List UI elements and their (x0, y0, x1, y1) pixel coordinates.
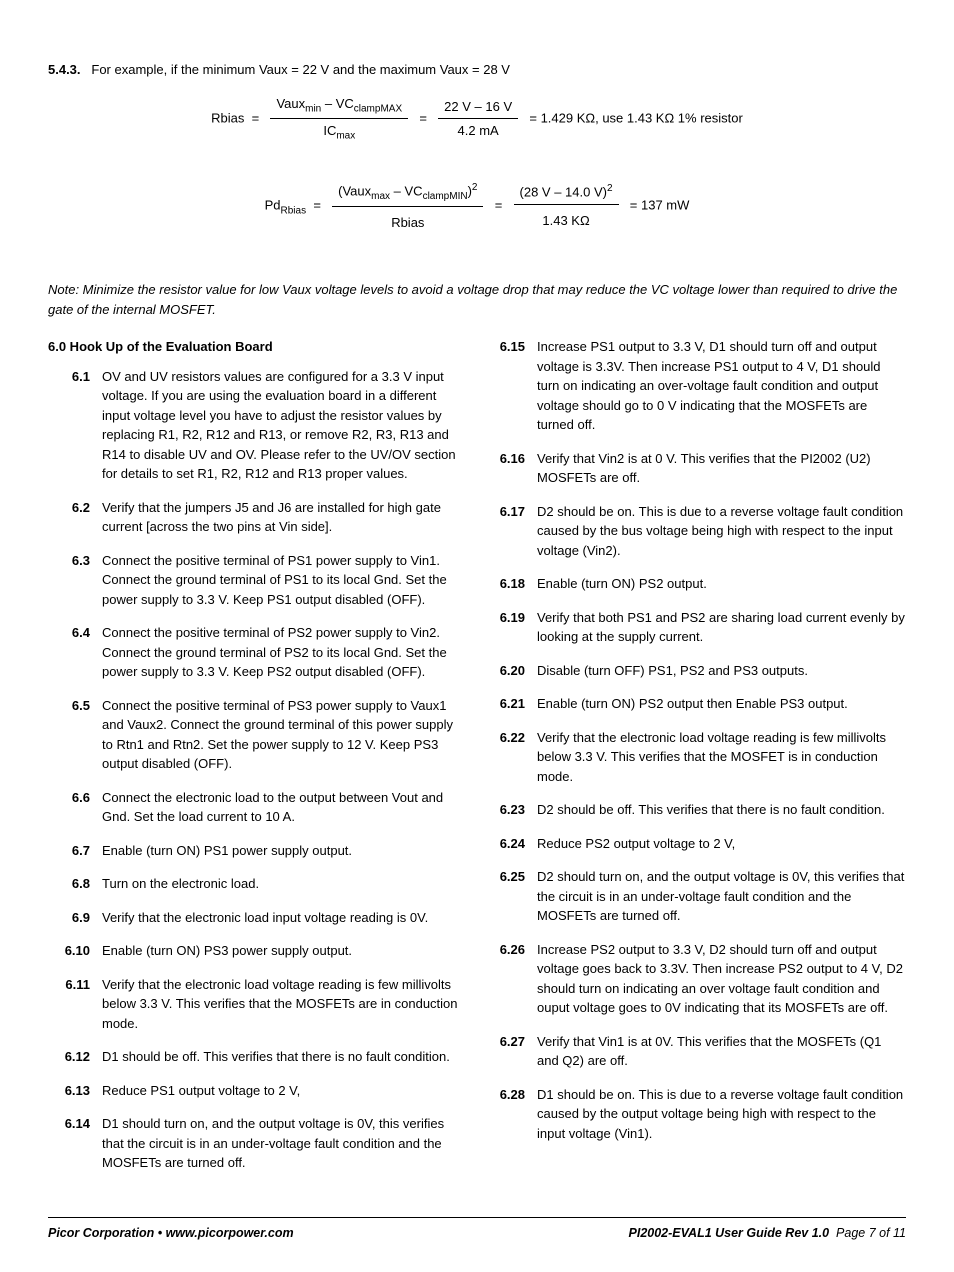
list-item: 6.27Verify that Vin1 is at 0V. This veri… (493, 1032, 906, 1071)
list-item: 6.1OV and UV resistors values are config… (58, 367, 461, 484)
list-item: 6.13Reduce PS1 output voltage to 2 V, (58, 1081, 461, 1101)
list-item: 6.5Connect the positive terminal of PS3 … (58, 696, 461, 774)
equation-pdrbias: PdRbias = (Vauxmax – VCclampMIN)2 Rbias … (48, 180, 906, 232)
item-text: D1 should turn on, and the output voltag… (102, 1114, 461, 1173)
item-text: Reduce PS2 output voltage to 2 V, (537, 834, 906, 854)
section-543-text: For example, if the minimum Vaux = 22 V … (91, 62, 510, 77)
item-number: 6.19 (493, 608, 537, 647)
item-number: 6.6 (58, 788, 102, 827)
item-number: 6.23 (493, 800, 537, 820)
page-footer: Picor Corporation • www.picorpower.com P… (48, 1217, 906, 1243)
list-item: 6.14D1 should turn on, and the output vo… (58, 1114, 461, 1173)
list-item: 6.16Verify that Vin2 is at 0 V. This ver… (493, 449, 906, 488)
list-item: 6.11Verify that the electronic load volt… (58, 975, 461, 1034)
item-text: D2 should be on. This is due to a revers… (537, 502, 906, 561)
item-number: 6.1 (58, 367, 102, 484)
list-item: 6.26Increase PS2 output to 3.3 V, D2 sho… (493, 940, 906, 1018)
item-number: 6.14 (58, 1114, 102, 1173)
item-text: Verify that Vin2 is at 0 V. This verifie… (537, 449, 906, 488)
section-6-heading: 6.0 Hook Up of the Evaluation Board (48, 337, 461, 357)
item-text: Connect the positive terminal of PS3 pow… (102, 696, 461, 774)
right-column: 6.15Increase PS1 output to 3.3 V, D1 sho… (493, 337, 906, 1187)
item-text: Connect the positive terminal of PS2 pow… (102, 623, 461, 682)
list-item: 6.19Verify that both PS1 and PS2 are sha… (493, 608, 906, 647)
item-number: 6.25 (493, 867, 537, 926)
item-text: Verify that the electronic load voltage … (102, 975, 461, 1034)
item-number: 6.13 (58, 1081, 102, 1101)
item-number: 6.5 (58, 696, 102, 774)
item-text: Enable (turn ON) PS1 power supply output… (102, 841, 461, 861)
list-item: 6.3Connect the positive terminal of PS1 … (58, 551, 461, 610)
item-number: 6.7 (58, 841, 102, 861)
list-item: 6.23D2 should be off. This verifies that… (493, 800, 906, 820)
note-text: Note: Minimize the resistor value for lo… (48, 280, 906, 319)
item-number: 6.17 (493, 502, 537, 561)
item-number: 6.12 (58, 1047, 102, 1067)
item-text: Verify that both PS1 and PS2 are sharing… (537, 608, 906, 647)
item-number: 6.15 (493, 337, 537, 435)
list-item: 6.12D1 should be off. This verifies that… (58, 1047, 461, 1067)
list-item: 6.22Verify that the electronic load volt… (493, 728, 906, 787)
item-number: 6.4 (58, 623, 102, 682)
item-text: OV and UV resistors values are configure… (102, 367, 461, 484)
item-text: Increase PS1 output to 3.3 V, D1 should … (537, 337, 906, 435)
item-number: 6.18 (493, 574, 537, 594)
list-item: 6.20Disable (turn OFF) PS1, PS2 and PS3 … (493, 661, 906, 681)
list-item: 6.17D2 should be on. This is due to a re… (493, 502, 906, 561)
item-number: 6.10 (58, 941, 102, 961)
item-text: Connect the electronic load to the outpu… (102, 788, 461, 827)
item-number: 6.3 (58, 551, 102, 610)
item-number: 6.20 (493, 661, 537, 681)
item-number: 6.9 (58, 908, 102, 928)
item-text: Reduce PS1 output voltage to 2 V, (102, 1081, 461, 1101)
item-text: Verify that the jumpers J5 and J6 are in… (102, 498, 461, 537)
item-number: 6.28 (493, 1085, 537, 1144)
footer-left: Picor Corporation • www.picorpower.com (48, 1224, 294, 1243)
item-text: Verify that Vin1 is at 0V. This verifies… (537, 1032, 906, 1071)
list-item: 6.6Connect the electronic load to the ou… (58, 788, 461, 827)
footer-right: PI2002-EVAL1 User Guide Rev 1.0 Page 7 o… (629, 1224, 906, 1243)
item-text: Connect the positive terminal of PS1 pow… (102, 551, 461, 610)
list-item: 6.7Enable (turn ON) PS1 power supply out… (58, 841, 461, 861)
item-text: Enable (turn ON) PS3 power supply output… (102, 941, 461, 961)
item-text: Disable (turn OFF) PS1, PS2 and PS3 outp… (537, 661, 906, 681)
equation-rbias: Rbias = Vauxmin – VCclampMAX ICmax = 22 … (48, 94, 906, 144)
list-item: 6.21Enable (turn ON) PS2 output then Ena… (493, 694, 906, 714)
item-text: Verify that the electronic load input vo… (102, 908, 461, 928)
item-text: Increase PS2 output to 3.3 V, D2 should … (537, 940, 906, 1018)
list-item: 6.25D2 should turn on, and the output vo… (493, 867, 906, 926)
item-number: 6.22 (493, 728, 537, 787)
item-number: 6.21 (493, 694, 537, 714)
item-text: Enable (turn ON) PS2 output then Enable … (537, 694, 906, 714)
section-543-label: 5.4.3. (48, 62, 81, 77)
item-text: D1 should be off. This verifies that the… (102, 1047, 461, 1067)
list-item: 6.8Turn on the electronic load. (58, 874, 461, 894)
item-number: 6.24 (493, 834, 537, 854)
list-item: 6.18Enable (turn ON) PS2 output. (493, 574, 906, 594)
item-number: 6.27 (493, 1032, 537, 1071)
item-text: Turn on the electronic load. (102, 874, 461, 894)
item-number: 6.16 (493, 449, 537, 488)
section-543-line: 5.4.3. For example, if the minimum Vaux … (48, 60, 906, 80)
item-number: 6.2 (58, 498, 102, 537)
list-item: 6.24Reduce PS2 output voltage to 2 V, (493, 834, 906, 854)
item-text: D2 should be off. This verifies that the… (537, 800, 906, 820)
item-number: 6.11 (58, 975, 102, 1034)
list-item: 6.9Verify that the electronic load input… (58, 908, 461, 928)
list-item: 6.15Increase PS1 output to 3.3 V, D1 sho… (493, 337, 906, 435)
item-text: Verify that the electronic load voltage … (537, 728, 906, 787)
item-text: D2 should turn on, and the output voltag… (537, 867, 906, 926)
list-item: 6.10Enable (turn ON) PS3 power supply ou… (58, 941, 461, 961)
item-number: 6.26 (493, 940, 537, 1018)
left-column: 6.0 Hook Up of the Evaluation Board 6.1O… (48, 337, 461, 1187)
list-item: 6.2Verify that the jumpers J5 and J6 are… (58, 498, 461, 537)
list-item: 6.28D1 should be on. This is due to a re… (493, 1085, 906, 1144)
two-column-layout: 6.0 Hook Up of the Evaluation Board 6.1O… (48, 337, 906, 1187)
item-text: Enable (turn ON) PS2 output. (537, 574, 906, 594)
item-text: D1 should be on. This is due to a revers… (537, 1085, 906, 1144)
item-number: 6.8 (58, 874, 102, 894)
list-item: 6.4Connect the positive terminal of PS2 … (58, 623, 461, 682)
